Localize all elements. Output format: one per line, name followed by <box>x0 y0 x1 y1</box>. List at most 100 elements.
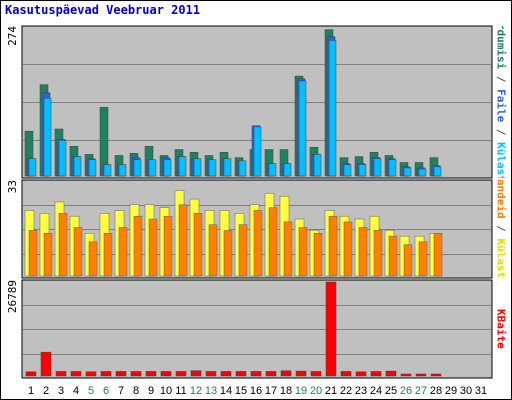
x-tick-label-day-28: 28 <box>430 385 442 397</box>
bar-kbaite-day-11 <box>175 371 187 377</box>
bar-aruandeid-day-1 <box>28 230 38 277</box>
bar-kulastusi-day-22 <box>343 164 352 177</box>
bar-kulastusi-day-25 <box>388 159 397 177</box>
bar-kbaite-day-13 <box>205 371 217 377</box>
bar-kulastusi-day-3 <box>58 140 67 177</box>
bar-kbaite-day-26 <box>400 373 412 377</box>
bar-kbaite-day-15 <box>235 371 247 377</box>
bar-kulastusi-day-28 <box>433 166 442 177</box>
bar-kbaite-day-1 <box>25 371 37 377</box>
bar-kbaite-day-5 <box>85 371 97 377</box>
bar-aruandeid-day-3 <box>58 213 68 277</box>
bar-kulastusi-day-9 <box>148 159 157 177</box>
bar-aruandeid-day-20 <box>313 233 323 277</box>
bar-kulastusi-day-4 <box>73 156 82 177</box>
legend-part-0: KBaite <box>494 309 508 349</box>
x-tick-label-day-2: 2 <box>43 385 49 397</box>
bar-aruandeid-day-14 <box>223 230 233 277</box>
bar-kbaite-day-20 <box>310 371 322 377</box>
bar-aruandeid-day-7 <box>118 227 128 277</box>
bar-aruandeid-day-13 <box>208 224 218 277</box>
x-tick-label-day-7: 7 <box>118 385 124 397</box>
bar-kulastusi-day-24 <box>373 158 382 177</box>
bar-aruandeid-day-4 <box>73 227 83 277</box>
bar-kulastusi-day-10 <box>163 159 172 177</box>
bar-kulastusi-day-17 <box>268 163 277 177</box>
bar-kbaite-day-23 <box>355 371 367 377</box>
legend-part-2: Faile <box>494 88 508 122</box>
bar-kbaite-day-25 <box>385 370 397 377</box>
bar-kbaite-day-2 <box>40 351 52 377</box>
bar-kbaite-day-24 <box>370 371 382 377</box>
legend-part-4: Külastusi <box>494 141 508 178</box>
bar-kulastusi-day-18 <box>283 163 292 177</box>
x-tick-label-day-11: 11 <box>175 385 186 397</box>
x-tick-label-day-27: 27 <box>415 385 427 397</box>
bar-kbaite-day-19 <box>295 370 307 377</box>
x-tick-label-day-21: 21 <box>325 385 337 397</box>
middle-panel-legend: Aruandeid / Külastusi <box>493 180 509 278</box>
bar-aruandeid-day-11 <box>178 204 188 277</box>
x-tick-label-day-17: 17 <box>265 385 277 397</box>
x-tick-label-day-22: 22 <box>340 385 352 397</box>
bar-kulastusi-day-23 <box>358 164 367 177</box>
bar-kbaite-day-28 <box>430 373 442 377</box>
bar-aruandeid-day-8 <box>133 215 143 277</box>
bar-aruandeid-day-18 <box>283 221 293 277</box>
bar-kbaite-day-6 <box>100 371 112 377</box>
bar-kbaite-day-22 <box>340 371 352 377</box>
bottom-panel-legend: KBaite <box>493 280 509 378</box>
bar-aruandeid-day-2 <box>43 233 53 277</box>
legend-part-2: Külastusi <box>494 238 508 278</box>
bar-kulastusi-day-21 <box>328 40 337 177</box>
x-tick-label-day-5: 5 <box>88 385 94 397</box>
x-tick-label-day-4: 4 <box>73 385 79 397</box>
bar-kbaite-day-4 <box>70 371 82 377</box>
bar-kulastusi-day-12 <box>193 158 202 177</box>
x-tick-label-day-26: 26 <box>400 385 412 397</box>
top-panel-legend: Pöördumisi / Faile / Külastusi <box>493 26 509 178</box>
bar-aruandeid-day-9 <box>148 218 158 277</box>
x-tick-label-day-10: 10 <box>160 385 172 397</box>
bar-kulastusi-day-8 <box>133 159 142 177</box>
bar-aruandeid-day-16 <box>253 210 263 277</box>
legend-part-1: / <box>494 219 508 239</box>
bar-kbaite-day-3 <box>55 371 67 377</box>
bar-aruandeid-day-19 <box>298 227 308 277</box>
bar-kulastusi-day-6 <box>103 164 112 177</box>
bar-kulastusi-day-2 <box>43 97 52 177</box>
bar-kbaite-day-14 <box>220 371 232 377</box>
x-tick-label-day-6: 6 <box>103 385 109 397</box>
legend-part-0: Pöördumisi <box>494 26 508 69</box>
x-tick-label-day-8: 8 <box>133 385 139 397</box>
bar-aruandeid-day-12 <box>193 213 203 277</box>
bar-kbaite-day-16 <box>250 371 262 377</box>
bar-kbaite-day-18 <box>280 370 292 377</box>
x-tick-label-day-14: 14 <box>220 385 232 397</box>
bar-kulastusi-day-7 <box>118 164 127 177</box>
bar-aruandeid-day-25 <box>388 235 398 277</box>
x-tick-label-day-1: 1 <box>28 385 34 397</box>
bar-kbaite-day-17 <box>265 371 277 377</box>
bar-aruandeid-day-24 <box>373 230 383 277</box>
bar-kulastusi-day-27 <box>418 168 427 177</box>
x-tick-label-day-30: 30 <box>460 385 472 397</box>
bar-kulastusi-day-14 <box>223 158 232 177</box>
x-tick-label-day-16: 16 <box>250 385 262 397</box>
bar-aruandeid-day-28 <box>433 233 443 277</box>
bar-kbaite-day-8 <box>130 371 142 377</box>
x-tick-label-day-31: 31 <box>475 385 487 397</box>
bar-kulastusi-day-1 <box>28 158 37 177</box>
bar-aruandeid-day-21 <box>328 215 338 277</box>
bar-kulastusi-day-11 <box>178 156 187 177</box>
x-tick-label-day-13: 13 <box>205 385 217 397</box>
x-tick-label-day-15: 15 <box>235 385 247 397</box>
x-tick-label-day-9: 9 <box>148 385 154 397</box>
x-tick-label-day-12: 12 <box>190 385 202 397</box>
bar-kbaite-day-27 <box>415 373 427 377</box>
bar-kbaite-day-12 <box>190 370 202 377</box>
bar-kulastusi-day-26 <box>403 167 412 177</box>
bar-aruandeid-day-26 <box>403 244 413 277</box>
bar-aruandeid-day-5 <box>88 241 98 277</box>
bar-aruandeid-day-10 <box>163 215 173 277</box>
